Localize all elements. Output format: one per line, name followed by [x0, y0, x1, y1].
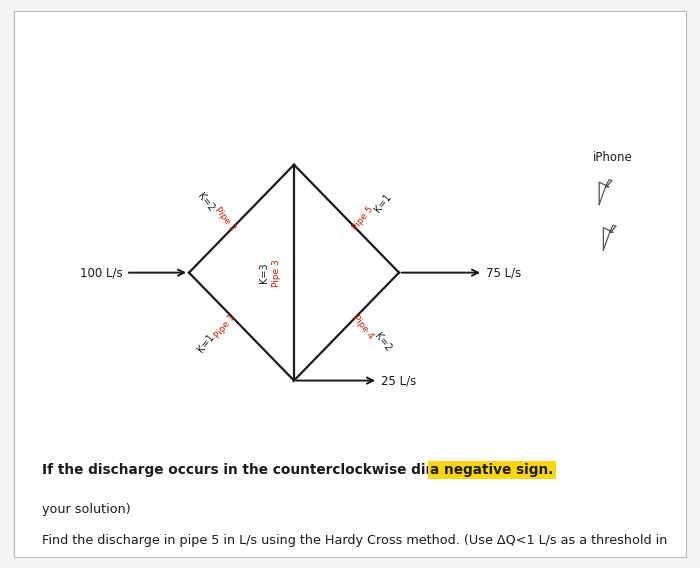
Text: Pipe 2: Pipe 2 [214, 205, 237, 232]
Text: Pipe 4: Pipe 4 [351, 313, 374, 340]
Text: 100 L/s: 100 L/s [80, 266, 122, 279]
Text: iPhone: iPhone [593, 151, 632, 164]
Text: 25 L/s: 25 L/s [382, 374, 416, 387]
Text: Pipe 5: Pipe 5 [351, 205, 374, 232]
Text: your solution): your solution) [42, 503, 131, 516]
Text: Pipe 3: Pipe 3 [272, 259, 281, 286]
Text: K=1: K=1 [372, 192, 393, 214]
Text: Pipe 1: Pipe 1 [214, 313, 237, 340]
Text: K=3: K=3 [259, 262, 269, 283]
Text: Find the discharge in pipe 5 in L/s using the Hardy Cross method. (Use ΔQ<1 L/s : Find the discharge in pipe 5 in L/s usin… [42, 534, 667, 547]
Text: K=1: K=1 [196, 332, 216, 354]
Text: 75 L/s: 75 L/s [486, 266, 522, 279]
Text: a negative sign.: a negative sign. [430, 463, 554, 477]
Text: K=2: K=2 [196, 191, 216, 213]
Text: K=2: K=2 [372, 331, 393, 353]
Text: If the discharge occurs in the counterclockwise direction, use: If the discharge occurs in the countercl… [42, 463, 522, 477]
